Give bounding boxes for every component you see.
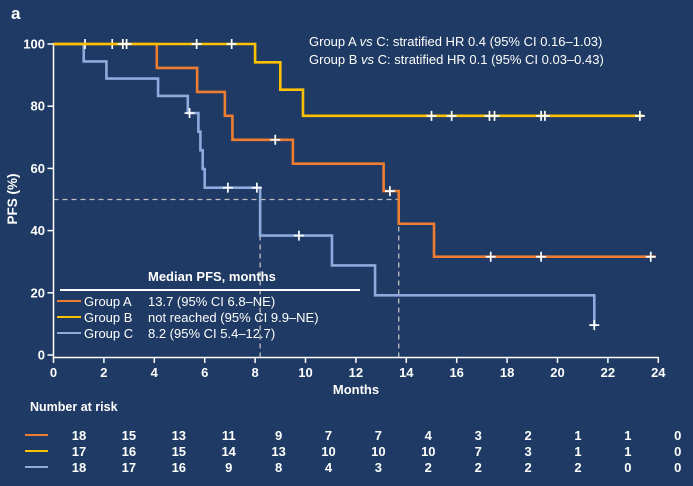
risk-count: 15 (171, 444, 187, 459)
x-tick-label: 4 (151, 365, 159, 380)
risk-count: 16 (121, 444, 137, 459)
y-tick-label: 100 (23, 37, 45, 52)
risk-count: 13 (271, 444, 286, 459)
risk-row-group-a: 18 15 13 11 9 7 7 4 3 2 1 1 0 (0, 428, 693, 443)
y-tick-label: 20 (31, 285, 45, 300)
risk-count: 3 (524, 444, 532, 459)
risk-count: 11 (221, 428, 236, 443)
x-tick-label: 18 (500, 365, 514, 380)
legend-group-a-median: 13.7 (95% CI 6.8–NE) (148, 294, 276, 309)
x-tick-label: 12 (349, 365, 363, 380)
risk-count: 2 (574, 460, 582, 475)
risk-count: 2 (524, 428, 532, 443)
x-tick-label: 22 (601, 365, 615, 380)
risk-count: 0 (674, 460, 682, 475)
pfs-curve-group-b (53, 42, 644, 118)
risk-count: 17 (121, 460, 137, 475)
x-tick-label: 20 (550, 365, 564, 380)
risk-count: 18 (71, 460, 87, 475)
hr-b-pre: Group B (309, 52, 362, 67)
y-tick-label: 40 (31, 223, 45, 238)
group-a-line-swatch (57, 300, 81, 302)
group-a-line-swatch (25, 434, 48, 436)
censor-marks-group-a (80, 39, 656, 262)
risk-count: 3 (374, 460, 382, 475)
risk-count: 2 (424, 460, 432, 475)
x-tick-label: 10 (298, 365, 312, 380)
risk-count: 7 (324, 428, 333, 443)
risk-row-group-b: 17 16 15 14 13 10 10 10 7 3 1 1 0 (0, 444, 693, 459)
pfs-curve-group-a (53, 42, 656, 259)
risk-count: 2 (524, 460, 532, 475)
risk-count: 10 (371, 444, 386, 459)
risk-count: 0 (624, 460, 632, 475)
group-b-line-swatch (25, 450, 48, 452)
y-axis-title: PFS (%) (5, 173, 20, 224)
risk-count: 9 (274, 428, 283, 443)
hr-annotation-a-vs-c: Group A vs C: stratified HR 0.4 (95% CI … (309, 33, 604, 51)
group-c-line-swatch (57, 332, 81, 334)
legend-group-b-name: Group B (84, 310, 133, 325)
risk-count: 0 (674, 444, 682, 459)
group-b-line-swatch (57, 316, 81, 318)
figure-panel-label: a (11, 4, 21, 23)
group-c-line-swatch (25, 466, 48, 468)
risk-count: 9 (225, 460, 233, 475)
risk-count: 7 (374, 428, 382, 443)
y-tick-label: 60 (31, 161, 45, 176)
legend-underline (60, 289, 360, 291)
risk-table-label: Number at risk (30, 400, 118, 414)
hr-a-vs: vs (359, 34, 373, 49)
risk-row-group-c: 18 17 16 9 8 4 3 2 2 2 2 0 0 (0, 460, 693, 475)
x-tick-label: 24 (651, 365, 666, 380)
risk-count: 4 (324, 460, 333, 475)
legend-title: Median PFS, months (148, 269, 276, 284)
legend-group-c-median: 8.2 (95% CI 5.4–12.7) (148, 326, 276, 341)
legend-group-a-name: Group A (84, 294, 132, 309)
censor-marks-group-b (117, 39, 645, 121)
risk-count: 16 (171, 460, 187, 475)
x-tick-label: 6 (201, 365, 208, 380)
risk-count: 3 (474, 428, 482, 443)
risk-count: 1 (624, 428, 632, 443)
x-tick-label: 2 (100, 365, 107, 380)
x-axis-title: Months (333, 382, 379, 397)
hr-b-vs: vs (361, 52, 375, 67)
risk-count: 13 (171, 428, 187, 443)
risk-count: 2 (474, 460, 482, 475)
risk-count: 1 (574, 428, 582, 443)
risk-count: 4 (424, 428, 432, 443)
y-tick-label: 0 (38, 348, 45, 363)
risk-count: 0 (674, 428, 682, 443)
hr-annotation-b-vs-c: Group B vs C: stratified HR 0.1 (95% CI … (309, 51, 604, 69)
x-tick-label: 16 (449, 365, 463, 380)
x-tick-label: 0 (50, 365, 57, 380)
risk-count: 18 (71, 428, 87, 443)
hr-a-post: C: stratified HR 0.4 (95% CI 0.16–1.03) (372, 34, 603, 49)
pfs-curve-group-c (53, 42, 596, 327)
x-tick-label: 8 (251, 365, 258, 380)
risk-count: 1 (624, 444, 632, 459)
risk-count: 10 (321, 444, 336, 459)
hr-annotations: Group A vs C: stratified HR 0.4 (95% CI … (309, 33, 604, 69)
hr-b-post: C: stratified HR 0.1 (95% CI 0.03–0.43) (374, 52, 604, 67)
risk-count: 1 (574, 444, 582, 459)
risk-count: 17 (71, 444, 87, 459)
hr-a-pre: Group A (309, 34, 360, 49)
legend-group-b-median: not reached (95% CI 9.9–NE) (148, 310, 319, 325)
risk-count: 14 (221, 444, 236, 459)
axes (52, 43, 659, 359)
risk-count: 8 (274, 460, 283, 475)
risk-count: 15 (121, 428, 137, 443)
censor-marks-group-c (184, 108, 600, 331)
risk-count: 10 (421, 444, 436, 459)
risk-count: 7 (474, 444, 482, 459)
y-tick-label: 80 (31, 99, 45, 114)
legend-group-c-name: Group C (84, 326, 134, 341)
x-tick-label: 14 (399, 365, 414, 380)
